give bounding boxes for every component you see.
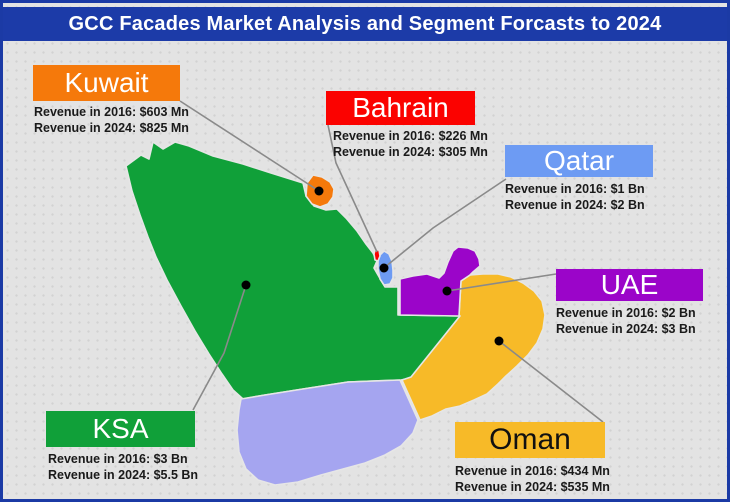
country-label-oman: Oman [455,422,605,458]
page-title: GCC Facades Market Analysis and Segment … [68,12,662,35]
callout-line-bahrain [327,124,378,253]
map-dot-ksa [241,280,251,290]
revenue-2016-oman: Revenue in 2016: $434 Mn [455,464,610,478]
title-bar: GCC Facades Market Analysis and Segment … [3,7,727,41]
revenue-2024-bahrain: Revenue in 2024: $305 Mn [333,145,488,159]
gcc-map [125,100,604,486]
callout-line-kuwait [179,100,320,192]
callout-line-ksa [192,284,247,411]
revenue-oman: Revenue in 2016: $434 Mn Revenue in 2024… [455,463,610,495]
revenue-ksa: Revenue in 2016: $3 Bn Revenue in 2024: … [48,451,198,483]
callout-line-qatar [384,178,507,268]
map-dot-uae [442,286,452,296]
country-name-kuwait: Kuwait [64,67,149,98]
revenue-qatar: Revenue in 2016: $1 Bn Revenue in 2024: … [505,181,645,213]
map-region-yemen [236,379,419,486]
map-region-uae [399,246,481,317]
revenue-2024-oman: Revenue in 2024: $535 Mn [455,480,610,494]
callout-line-uae [446,273,557,292]
map-region-ksa [125,141,461,400]
revenue-2024-ksa: Revenue in 2024: $5.5 Bn [48,468,199,482]
revenue-kuwait: Revenue in 2016: $603 Mn Revenue in 2024… [34,104,189,136]
revenue-2016-bahrain: Revenue in 2016: $226 Mn [333,129,488,143]
country-name-bahrain: Bahrain [352,92,449,123]
revenue-2016-kuwait: Revenue in 2016: $603 Mn [34,105,189,119]
map-dot-qatar [379,263,389,273]
map-region-oman [401,273,546,421]
revenue-2024-kuwait: Revenue in 2024: $825 Mn [34,121,189,135]
revenue-2024-qatar: Revenue in 2024: $2 Bn [505,198,645,212]
revenue-bahrain: Revenue in 2016: $226 Mn Revenue in 2024… [333,128,488,160]
country-label-kuwait: Kuwait [33,65,180,101]
revenue-2016-uae: Revenue in 2016: $2 Bn [556,306,696,320]
revenue-uae: Revenue in 2016: $2 Bn Revenue in 2024: … [556,305,696,337]
country-label-ksa: KSA [46,411,195,447]
map-dot-oman [494,336,504,346]
map-dot-kuwait [314,186,324,196]
country-name-uae: UAE [600,269,659,300]
country-label-bahrain: Bahrain [326,91,475,125]
revenue-2016-ksa: Revenue in 2016: $3 Bn [48,452,188,466]
country-name-ksa: KSA [92,413,149,444]
country-label-uae: UAE [556,269,703,301]
country-name-qatar: Qatar [543,145,615,176]
callout-line-oman [498,340,604,423]
revenue-2024-uae: Revenue in 2024: $3 Bn [556,322,696,336]
map-region-bahrain [373,249,381,262]
country-name-oman: Oman [489,423,571,456]
country-label-qatar: Qatar [505,145,653,177]
revenue-2016-qatar: Revenue in 2016: $1 Bn [505,182,645,196]
